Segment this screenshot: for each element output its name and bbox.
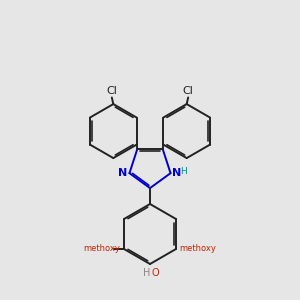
Text: methoxy: methoxy [112,248,119,249]
Text: N: N [172,168,181,178]
Text: H: H [180,167,187,176]
Text: methoxy: methoxy [83,244,120,253]
Text: O: O [152,268,159,278]
Text: methoxy: methoxy [180,244,217,253]
Text: H: H [142,268,150,278]
Text: Cl: Cl [183,86,194,96]
Text: Cl: Cl [106,86,117,96]
Text: N: N [118,168,127,178]
